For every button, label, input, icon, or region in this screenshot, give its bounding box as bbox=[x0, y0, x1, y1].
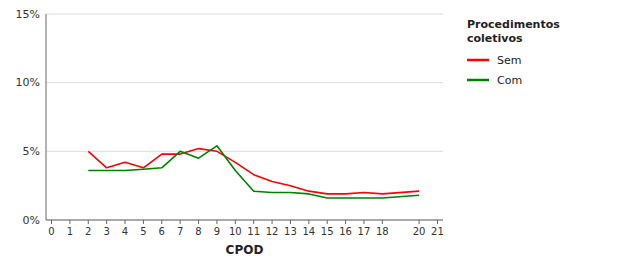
x-tick-label: 17 bbox=[358, 226, 371, 237]
x-tick bbox=[437, 220, 438, 224]
x-tick bbox=[419, 220, 420, 224]
x-tick bbox=[180, 220, 181, 224]
x-tick bbox=[106, 220, 107, 224]
x-tick-label: 13 bbox=[284, 226, 297, 237]
x-tick bbox=[235, 220, 236, 224]
x-tick-label: 0 bbox=[48, 226, 54, 237]
series-line bbox=[88, 146, 419, 198]
x-tick-label: 5 bbox=[140, 226, 146, 237]
legend-label: Sem bbox=[497, 54, 521, 67]
legend-swatch bbox=[467, 79, 489, 82]
y-axis-line bbox=[46, 14, 47, 220]
x-axis-label: CPOD bbox=[226, 243, 264, 257]
x-tick bbox=[69, 220, 70, 224]
grid-line bbox=[46, 82, 443, 83]
series-line bbox=[88, 149, 419, 194]
x-tick bbox=[290, 220, 291, 224]
x-tick-label: 8 bbox=[195, 226, 201, 237]
x-tick-label: 15 bbox=[321, 226, 334, 237]
x-tick-label: 3 bbox=[103, 226, 109, 237]
x-tick bbox=[125, 220, 126, 224]
plot-area bbox=[46, 14, 443, 220]
x-tick-label: 6 bbox=[159, 226, 165, 237]
x-tick-label: 9 bbox=[214, 226, 220, 237]
x-tick bbox=[345, 220, 346, 224]
x-tick-label: 12 bbox=[266, 226, 279, 237]
legend-title: Procedimentoscoletivos bbox=[467, 18, 560, 45]
x-tick-label: 14 bbox=[302, 226, 315, 237]
legend-label: Com bbox=[497, 74, 522, 87]
x-tick bbox=[88, 220, 89, 224]
x-tick-label: 4 bbox=[122, 226, 128, 237]
y-tick-label: 15% bbox=[16, 8, 40, 21]
chart: 0%5%10%15%012345678910111213141516171820… bbox=[0, 0, 633, 266]
x-tick-label: 16 bbox=[339, 226, 352, 237]
y-tick-label: 10% bbox=[16, 76, 40, 89]
x-tick bbox=[198, 220, 199, 224]
y-tick-label: 0% bbox=[23, 214, 40, 227]
x-tick-label: 20 bbox=[413, 226, 426, 237]
grid-line bbox=[46, 14, 443, 15]
grid-line bbox=[46, 151, 443, 152]
series-group bbox=[88, 146, 419, 198]
x-tick bbox=[327, 220, 328, 224]
x-tick-label: 21 bbox=[431, 226, 444, 237]
x-tick bbox=[382, 220, 383, 224]
x-tick bbox=[272, 220, 273, 224]
x-tick-label: 11 bbox=[247, 226, 260, 237]
x-tick bbox=[308, 220, 309, 224]
grid bbox=[46, 14, 443, 220]
legend-swatch bbox=[467, 59, 489, 62]
grid-line bbox=[46, 220, 443, 221]
x-tick-label: 1 bbox=[67, 226, 73, 237]
legend: Procedimentoscoletivos Sem Com bbox=[467, 18, 560, 87]
x-tick bbox=[253, 220, 254, 224]
x-tick-label: 18 bbox=[376, 226, 389, 237]
y-tick-label: 5% bbox=[23, 145, 40, 158]
x-tick bbox=[143, 220, 144, 224]
x-tick bbox=[363, 220, 364, 224]
x-tick bbox=[161, 220, 162, 224]
x-tick bbox=[51, 220, 52, 224]
x-axis-line bbox=[46, 220, 443, 221]
x-tick bbox=[216, 220, 217, 224]
x-tick-label: 7 bbox=[177, 226, 183, 237]
x-tick-label: 10 bbox=[229, 226, 242, 237]
x-tick-label: 2 bbox=[85, 226, 91, 237]
